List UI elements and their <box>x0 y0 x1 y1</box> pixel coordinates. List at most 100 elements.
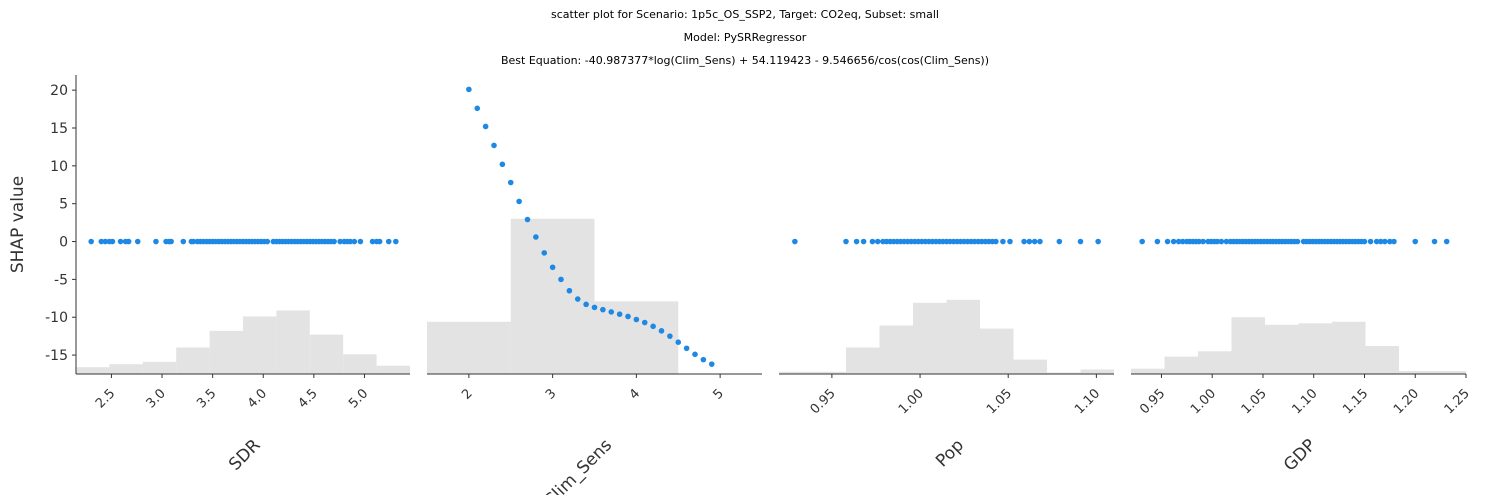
x-tick-label: 2.5 <box>93 386 118 411</box>
data-point <box>853 238 860 245</box>
data-point <box>1007 238 1013 245</box>
data-point <box>1175 238 1182 245</box>
data-point <box>549 264 556 271</box>
data-point <box>1021 238 1027 245</box>
data-point <box>860 238 867 245</box>
histogram-bar <box>1298 323 1332 374</box>
y-tick-label: -5 <box>54 272 68 288</box>
data-point <box>376 238 383 245</box>
histogram-bar <box>913 302 947 374</box>
x-axis-label: GDP <box>1280 435 1320 475</box>
data-point <box>1387 238 1393 245</box>
data-point <box>1412 238 1419 245</box>
data-point <box>168 238 174 245</box>
data-point <box>1223 238 1230 245</box>
histogram-bar <box>1332 321 1366 374</box>
y-tick-label: 0 <box>59 235 68 251</box>
data-point <box>1218 238 1225 245</box>
histogram-bar <box>946 299 980 374</box>
data-point <box>1031 238 1038 245</box>
data-point <box>1443 238 1450 245</box>
data-point <box>700 356 707 363</box>
data-point <box>1170 238 1177 245</box>
data-point <box>533 234 539 240</box>
panel-gdp: 0.95 1.00 1.05 1.10 1.15 1.20 1.25 GDP <box>1131 238 1473 475</box>
data-point <box>574 296 581 302</box>
data-point <box>331 238 337 245</box>
data-point <box>180 238 187 245</box>
x-tick-label: 0.95 <box>1137 386 1168 417</box>
data-point <box>874 238 881 245</box>
data-point <box>466 86 472 93</box>
x-tick-label: 2 <box>459 386 475 402</box>
panel-sdr: 2.5 3.0 3.5 4.0 4.5 5.0 SDR 20 15 10 5 0 -5 -10 -15 <box>45 75 410 475</box>
x-tick-label: 1.25 <box>1442 386 1473 417</box>
histogram-bar <box>879 325 913 374</box>
x-tick-label: 1.00 <box>896 386 927 417</box>
data-point <box>683 345 690 352</box>
x-tick-label: 1.05 <box>984 386 1015 417</box>
histogram-bar <box>1198 351 1232 374</box>
data-point <box>843 238 849 245</box>
data-point <box>385 238 392 245</box>
histogram-bar <box>109 364 143 374</box>
x-tick-label: 1.10 <box>1289 386 1320 417</box>
data-point <box>692 351 698 358</box>
x-tick-label: 1.20 <box>1391 386 1422 417</box>
data-point <box>337 238 343 245</box>
data-point <box>190 238 197 245</box>
data-point <box>583 301 589 308</box>
data-point <box>869 238 876 245</box>
data-point <box>993 238 999 245</box>
data-point <box>1391 238 1397 245</box>
x-tick-label: 1.00 <box>1188 386 1219 417</box>
histogram-bar <box>76 367 110 374</box>
data-point <box>351 238 358 245</box>
histogram-bar <box>1164 356 1198 374</box>
data-point <box>1164 238 1171 245</box>
data-point <box>393 238 399 245</box>
data-point <box>658 328 665 334</box>
x-tick-label: 4.5 <box>295 386 320 411</box>
histogram-bar <box>276 310 310 374</box>
data-point <box>1361 238 1368 245</box>
y-axis-label: SHAP value <box>8 176 28 273</box>
data-point <box>125 238 132 245</box>
panel-clim-sens: 2 3 4 5 Clim_Sens <box>427 86 762 495</box>
data-point <box>591 304 598 311</box>
data-point <box>1381 238 1388 245</box>
histogram-bar <box>1231 317 1265 374</box>
x-tick-label: 4.0 <box>245 386 270 411</box>
histogram-bar <box>176 347 210 374</box>
x-tick-label: 5.0 <box>346 386 371 411</box>
data-point <box>633 316 640 323</box>
data-point <box>541 250 548 256</box>
data-point <box>88 238 94 245</box>
y-tick-label: -10 <box>45 310 68 326</box>
data-point <box>1154 238 1161 245</box>
data-point <box>1294 238 1301 245</box>
data-point <box>1056 238 1063 245</box>
histogram-bar <box>142 361 177 374</box>
data-point <box>1196 238 1202 245</box>
data-point <box>608 309 615 315</box>
chart-title-line-3: Best Equation: -40.987377*log(Clim_Sens)… <box>500 54 990 67</box>
histogram-bar <box>1265 324 1299 374</box>
y-tick-label: 10 <box>50 159 68 175</box>
data-point <box>347 238 354 245</box>
data-point <box>558 276 564 283</box>
histogram-bar <box>1432 370 1466 374</box>
histogram-bar <box>376 365 410 374</box>
x-tick-label: 0.95 <box>808 386 839 417</box>
data-point <box>1214 238 1221 245</box>
data-point <box>1200 238 1206 245</box>
x-tick-label: 4 <box>627 386 643 402</box>
data-point <box>675 339 682 346</box>
chart-title-line-2: Model: PySRRegressor <box>683 31 807 44</box>
data-point <box>507 179 514 186</box>
data-point <box>491 142 497 149</box>
data-point <box>566 287 573 294</box>
data-point <box>1000 238 1006 245</box>
data-point <box>667 333 673 339</box>
